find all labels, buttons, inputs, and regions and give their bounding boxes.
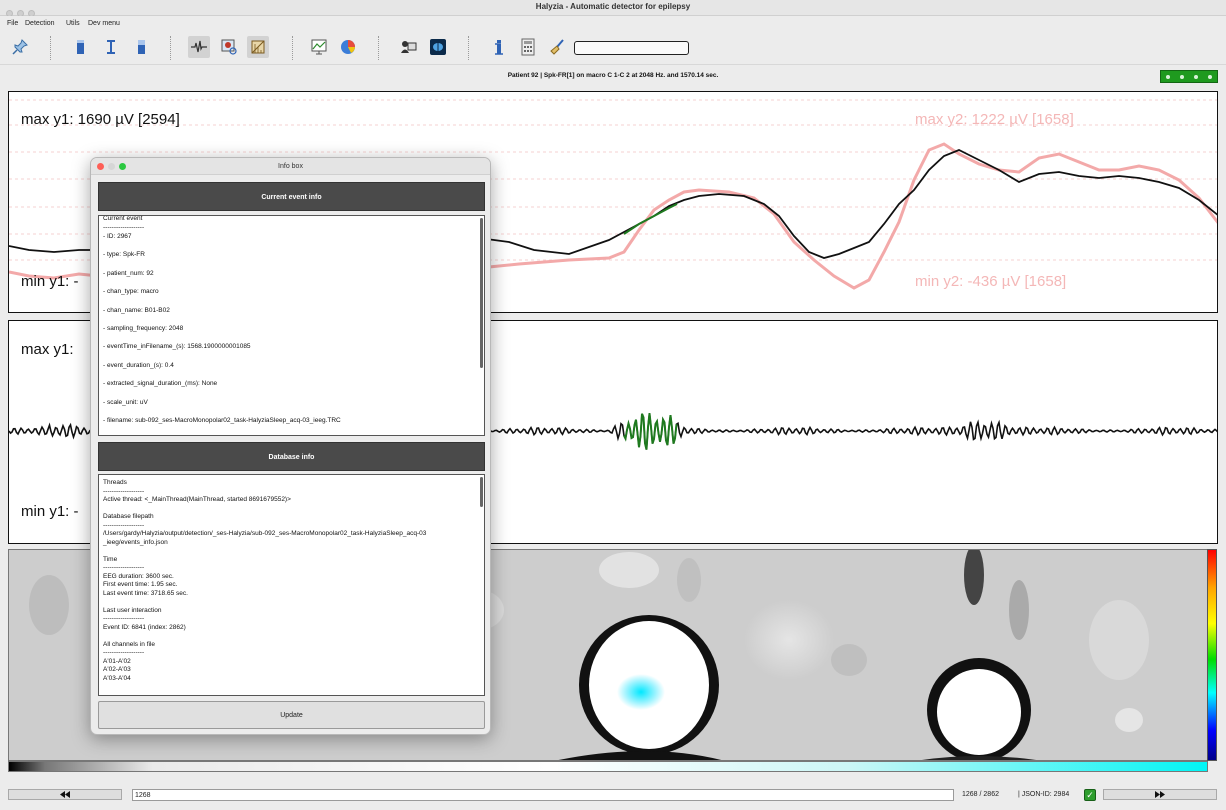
last-interaction-title: Last user interaction <box>103 606 162 614</box>
pin-icon[interactable] <box>9 36 31 58</box>
json-id: | JSON-ID: 2984 <box>1018 791 1070 798</box>
first-event-time: First event time: 1.95 sec. <box>103 581 178 588</box>
colorbar <box>1207 549 1217 761</box>
status-line: Patient 92 | Spk-FR[1] on macro C 1-C 2 … <box>507 72 719 79</box>
bar-blue-icon[interactable] <box>69 36 91 58</box>
ev-line-7: - sampling_frequency: 2048 <box>103 325 184 332</box>
min-y2-label: min y2: -436 µV [1658] <box>915 273 1067 290</box>
line-chart-icon[interactable] <box>308 36 330 58</box>
time-colorbar <box>8 761 1208 772</box>
bar-filled-icon[interactable] <box>130 36 152 58</box>
db-filepath: /Users/gardy/Halyzia/output/detection/_s… <box>103 530 427 546</box>
ev-line-0: Current event <box>103 215 143 222</box>
window-title: Halyzia - Automatic detector for epileps… <box>535 2 691 11</box>
database-info-text[interactable]: Threads ------------------- Active threa… <box>98 474 485 696</box>
calculator-icon[interactable] <box>517 36 539 58</box>
current-event-text[interactable]: Current event ------------------- - ID: … <box>98 215 485 436</box>
next-button[interactable] <box>1103 789 1217 800</box>
event-scrollbar[interactable] <box>480 218 483 368</box>
status-indicators[interactable] <box>1160 70 1218 83</box>
prev-button[interactable] <box>8 789 122 800</box>
menu-utils[interactable]: Utils <box>66 20 80 27</box>
active-thread: Active thread: <_MainThread(MainThread, … <box>103 496 291 503</box>
last-interaction: Event ID: 6841 (index: 2862) <box>103 623 186 631</box>
event-highlight-line <box>623 203 678 235</box>
ev-line-11: - scale_unit: uV <box>103 399 148 406</box>
min-y1-label: min y1: - <box>21 273 79 290</box>
user-computer-icon[interactable] <box>397 36 419 58</box>
ev-line-1: ------------------- <box>103 224 145 231</box>
checkmark-icon[interactable]: ✓ <box>1084 789 1096 801</box>
title-bar: Halyzia - Automatic detector for epileps… <box>0 0 1226 17</box>
double-right-arrow-icon <box>1155 791 1165 798</box>
channel-item: A'01-A'02 <box>103 657 131 665</box>
database-scrollbar[interactable] <box>480 477 483 507</box>
panel2-max-y1-label: max y1: <box>21 341 74 358</box>
ev-line-6: - chan_name: B01-B02 <box>103 307 170 314</box>
waveform-icon[interactable] <box>188 36 210 58</box>
toolbar <box>0 31 1226 65</box>
image-zoom-icon[interactable] <box>218 36 240 58</box>
last-interaction-dashes: ------------------- <box>103 615 145 622</box>
ev-line-9: - event_duration_(s): 0.4 <box>103 362 174 369</box>
channels-title: All channels in file <box>103 640 156 648</box>
broom-icon[interactable] <box>546 36 568 58</box>
event-count: 1268 / 2862 <box>962 791 999 798</box>
menu-dev[interactable]: Dev menu <box>88 20 120 27</box>
time-title: Time <box>103 555 118 563</box>
database-info-header[interactable]: Database info <box>98 442 485 471</box>
ruler-icon[interactable] <box>247 36 269 58</box>
max-y2-label: max y2: 1222 µV [1658] <box>915 111 1074 128</box>
info-box-dialog[interactable]: Info box Current event info Current even… <box>90 157 491 735</box>
menu-bar: File Detection Utils Dev menu <box>0 16 1226 31</box>
ev-line-8: - eventTime_inFilename_(s): 1568.1900000… <box>103 343 251 350</box>
ev-line-5: - chan_type: macro <box>103 288 159 295</box>
ev-line-12: - filename: sub-092_ses-MacroMonopolar02… <box>103 417 341 424</box>
threads-dashes: ------------------- <box>103 487 145 495</box>
eeg-duration: EEG duration: 3600 sec. <box>103 572 174 580</box>
current-event-header[interactable]: Current event info <box>98 182 485 211</box>
channels-dashes: ------------------- <box>103 649 145 656</box>
info-box-title: Info box <box>91 158 490 175</box>
text-cursor-icon[interactable] <box>100 36 122 58</box>
time-dashes: ------------------- <box>103 564 145 571</box>
db-filepath-dashes: ------------------- <box>103 521 145 529</box>
menu-detection[interactable]: Detection <box>25 20 55 27</box>
filtered-highlight-line <box>623 413 678 450</box>
double-left-arrow-icon <box>60 791 70 798</box>
bottom-nav: 1268 1268 / 2862 | JSON-ID: 2984 ✓ <box>0 786 1226 806</box>
max-y1-label: max y1: 1690 µV [2594] <box>21 111 180 128</box>
info-box-window-controls[interactable] <box>97 163 130 170</box>
panel2-min-y1-label: min y1: - <box>21 503 79 520</box>
info-icon[interactable] <box>488 36 510 58</box>
ev-line-10: - extracted_signal_duration_(ms): None <box>103 380 218 387</box>
threads-title: Threads <box>103 479 127 486</box>
progress-field <box>574 41 689 55</box>
channel-item: A'02-A'03 <box>103 666 131 673</box>
ev-line-4: - patient_num: 92 <box>103 270 154 277</box>
last-event-time: Last event time: 3718.65 sec. <box>103 589 188 597</box>
channel-item: A'03-A'04 <box>103 674 131 682</box>
event-index-input[interactable]: 1268 <box>132 789 954 801</box>
db-filepath-title: Database filepath <box>103 513 154 520</box>
ev-line-2: - ID: 2967 <box>103 233 132 240</box>
brain-icon[interactable] <box>427 36 449 58</box>
pie-chart-icon[interactable] <box>337 36 359 58</box>
update-button[interactable]: Update <box>98 701 485 729</box>
menu-file[interactable]: File <box>7 20 19 27</box>
ev-line-3: - type: Spk-FR <box>103 251 145 258</box>
